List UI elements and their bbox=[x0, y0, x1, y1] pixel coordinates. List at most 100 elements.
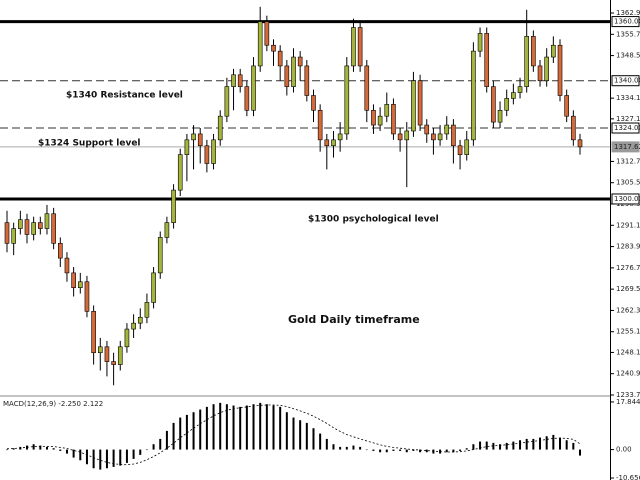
candle-body bbox=[117, 346, 123, 365]
candle-body bbox=[151, 272, 156, 303]
candle-body bbox=[137, 316, 143, 324]
macd-bar bbox=[159, 438, 162, 450]
candle-body bbox=[304, 65, 310, 96]
candle-body bbox=[284, 65, 290, 87]
candle-body bbox=[537, 65, 543, 82]
macd-bar bbox=[92, 449, 95, 469]
y-tick-label: 1348.50 bbox=[616, 52, 640, 60]
macd-bar bbox=[179, 417, 182, 450]
macd-bar bbox=[185, 414, 188, 450]
macd-bar bbox=[219, 402, 222, 450]
macd-bar bbox=[305, 422, 308, 450]
macd-bar bbox=[505, 442, 508, 450]
candle-body bbox=[51, 213, 56, 244]
macd-bar bbox=[465, 448, 468, 450]
macd-bar bbox=[519, 440, 522, 450]
level-label: 1324.00 bbox=[614, 124, 640, 132]
annotation: $1300 psychological level bbox=[308, 215, 439, 225]
macd-bar bbox=[112, 449, 115, 467]
candle-body bbox=[484, 33, 490, 87]
macd-signal-line bbox=[6, 404, 581, 466]
candle-body bbox=[511, 92, 516, 99]
macd-bar bbox=[212, 404, 215, 450]
level-label: 1340.00 bbox=[614, 77, 640, 85]
macd-bar bbox=[299, 420, 302, 450]
candle-body bbox=[344, 65, 350, 135]
macd-bar bbox=[172, 422, 175, 450]
candle-body bbox=[38, 222, 43, 229]
macd-bar bbox=[445, 449, 448, 453]
level-label: 1317.62 bbox=[614, 143, 640, 151]
macd-panel bbox=[6, 402, 581, 470]
candle-body bbox=[351, 27, 356, 67]
macd-bar bbox=[539, 437, 542, 450]
macd-bar bbox=[32, 444, 35, 450]
candle-body bbox=[18, 219, 23, 229]
candle-body bbox=[324, 139, 330, 147]
candle-body bbox=[317, 109, 323, 141]
macd-bar bbox=[152, 444, 155, 450]
candle-body bbox=[171, 189, 176, 223]
macd-bar bbox=[412, 449, 415, 451]
y-tick-label: 1240.90 bbox=[616, 370, 640, 378]
macd-bar bbox=[452, 449, 455, 453]
candle-body bbox=[497, 109, 503, 123]
macd-bar bbox=[572, 442, 575, 450]
candle-body bbox=[397, 133, 403, 141]
y-tick-label: 1291.10 bbox=[616, 221, 640, 229]
macd-bar bbox=[325, 438, 328, 450]
y-tick-label: 1327.10 bbox=[616, 115, 640, 123]
candle-body bbox=[384, 104, 390, 117]
macd-label: MACD(12,26,9) -2.250 2.122 bbox=[3, 400, 103, 408]
level-label-box bbox=[611, 75, 640, 87]
y-tick-label: 1233.70 bbox=[616, 391, 640, 399]
macd-bar bbox=[39, 445, 42, 450]
candle-body bbox=[271, 44, 276, 52]
macd-bar bbox=[339, 446, 342, 450]
macd-bar bbox=[85, 449, 88, 465]
macd-bar bbox=[319, 433, 322, 450]
macd-bar bbox=[372, 449, 375, 451]
level-label-box bbox=[611, 141, 640, 153]
candle-body bbox=[4, 222, 10, 244]
macd-bar bbox=[532, 438, 535, 450]
macd-bar bbox=[225, 404, 228, 450]
candle-body bbox=[371, 109, 376, 126]
macd-bar bbox=[419, 449, 422, 453]
macd-bar bbox=[45, 446, 48, 450]
candle-body bbox=[277, 50, 283, 67]
macd-bar bbox=[119, 449, 122, 466]
candle-body bbox=[431, 133, 436, 141]
macd-bar bbox=[105, 449, 108, 469]
candle-body bbox=[331, 139, 336, 147]
y-tick-label: 1269.50 bbox=[616, 285, 640, 293]
y-tick-label: 0.00 bbox=[616, 446, 632, 454]
candle-body bbox=[311, 95, 316, 111]
macd-bar bbox=[399, 449, 402, 451]
annotation: Gold Daily timeframe bbox=[288, 313, 420, 326]
macd-bar bbox=[512, 441, 515, 450]
candle-body bbox=[417, 80, 423, 126]
candle-body bbox=[411, 80, 416, 132]
candle-body bbox=[404, 130, 410, 141]
y-tick-label: -10.656 bbox=[616, 474, 640, 480]
candle-body bbox=[357, 27, 363, 67]
macd-bar bbox=[405, 449, 408, 453]
candle-body bbox=[237, 74, 243, 87]
macd-bar bbox=[6, 449, 8, 451]
macd-bar bbox=[485, 441, 488, 450]
candle-body bbox=[97, 346, 103, 354]
candle-body bbox=[164, 222, 170, 238]
y-tick-label: 1355.70 bbox=[616, 30, 640, 38]
macd-bar bbox=[165, 430, 168, 450]
macd-bar bbox=[492, 442, 495, 450]
macd-bar bbox=[312, 428, 315, 450]
y-tick-label: 1248.10 bbox=[616, 348, 640, 356]
candle-body bbox=[91, 311, 96, 354]
macd-bar bbox=[352, 445, 355, 450]
candle-body bbox=[451, 124, 456, 147]
candle-body bbox=[464, 139, 470, 155]
macd-bar bbox=[345, 446, 348, 450]
candle-body bbox=[84, 281, 90, 312]
